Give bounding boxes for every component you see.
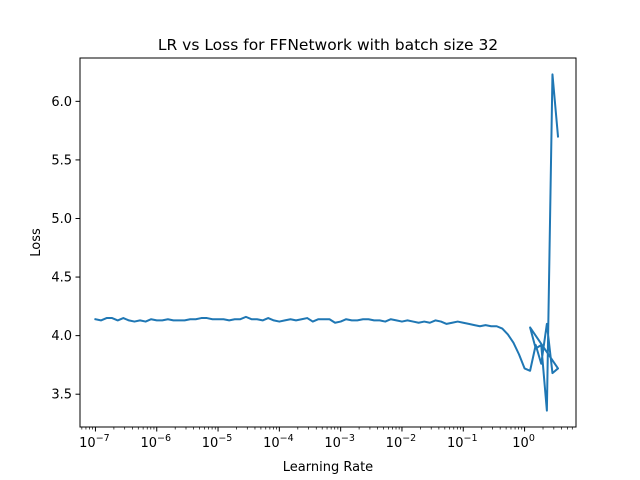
y-tick-label: 5.0: [51, 212, 72, 227]
y-axis-label: Loss: [29, 228, 44, 257]
y-tick-label: 6.0: [51, 95, 72, 110]
x-tick-label: 10−5: [202, 433, 233, 451]
axis-ticks: 10−7 10−6 10−5 10−4 10−3 10−2 10−1 100 3.5 4.0 4.5…: [51, 95, 573, 451]
y-tick-label: 5.5: [51, 153, 72, 168]
y-tick-label: 4.0: [51, 329, 72, 344]
x-tick-label: 10−2: [386, 433, 417, 451]
x-axis-label: Learning Rate: [283, 460, 373, 475]
x-tick-label: 10−3: [324, 433, 355, 451]
loss-series-line: [94, 73, 560, 412]
x-tick-label: 10−1: [447, 433, 478, 451]
y-tick-label: 3.5: [51, 388, 72, 403]
x-tick-label: 10−6: [140, 433, 171, 451]
plot-area: [94, 73, 560, 412]
x-tick-label: 10−7: [79, 433, 110, 451]
x-tick-label: 10−4: [263, 433, 294, 451]
y-tick-label: 4.5: [51, 271, 72, 286]
axes-frame: [79, 57, 577, 428]
x-tick-label: 100: [512, 433, 535, 451]
chart-title: LR vs Loss for FFNetwork with batch size…: [158, 36, 498, 54]
